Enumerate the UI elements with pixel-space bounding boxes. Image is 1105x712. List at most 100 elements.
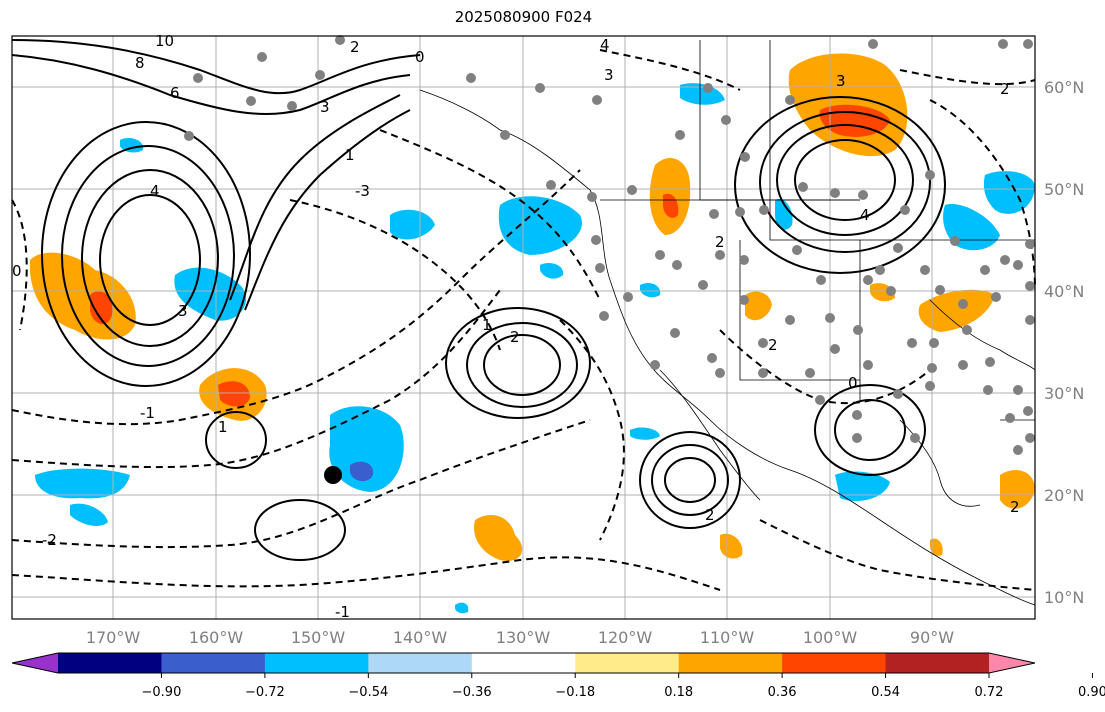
shade-patch (630, 427, 660, 440)
contour-line (759, 111, 931, 253)
contour-label: 0 (12, 262, 22, 280)
colorbar-segment (782, 653, 887, 673)
lon-label-130W: 130°W (496, 628, 551, 647)
colorbar-segment (368, 653, 473, 673)
contour-line (205, 411, 267, 469)
contour-line (759, 519, 1036, 591)
colorbar-extend-low (12, 653, 58, 673)
colorbar-segment (264, 653, 369, 673)
colorbar-tick-label: −0.18 (555, 685, 595, 700)
colorbar-tick-label: −0.54 (348, 685, 388, 700)
shade-patch (70, 503, 108, 526)
colorbar-tick-label: 0.54 (871, 685, 900, 700)
contour-label: 2 (510, 328, 520, 346)
contour-label: 6 (170, 84, 180, 102)
contour-label: 3 (604, 66, 614, 84)
colorbar-tick-label: −0.90 (142, 685, 182, 700)
contour-label: 2 (1000, 80, 1010, 98)
map-title: 2025080900 F024 (454, 8, 593, 26)
shade-patch (680, 83, 725, 105)
contour-label: 3 (178, 302, 188, 320)
contour-line (61, 145, 235, 367)
coastlines (419, 40, 1036, 606)
shade-patch (540, 263, 564, 279)
colorbar-segment (678, 653, 783, 673)
contour-line (11, 169, 581, 426)
lon-label-150W: 150°W (291, 628, 346, 647)
shade-patch (350, 461, 374, 482)
shade-patch (835, 471, 890, 502)
colorbar-segment (471, 653, 576, 673)
lon-label-120W: 120°W (598, 628, 653, 647)
contour-line (639, 431, 741, 529)
contour-line (81, 169, 219, 347)
contour-line (254, 499, 346, 561)
contour-line (664, 457, 716, 503)
shading-layer (29, 53, 1035, 614)
colorbar-tick-label: 0.18 (664, 685, 693, 700)
shade-patch (640, 283, 661, 298)
shade-patch (983, 171, 1035, 214)
contour-label: 4 (860, 206, 870, 224)
shade-patch (174, 267, 246, 321)
contour-line (41, 121, 251, 387)
contour-line (244, 109, 411, 311)
lon-label-170W: 170°W (86, 628, 141, 647)
lon-label-100W: 100°W (803, 628, 858, 647)
contour-label: 2 (1010, 498, 1020, 516)
contour-line (559, 319, 625, 541)
shade-patch (720, 533, 743, 559)
contour-label: 3 (320, 98, 330, 116)
contour-label: 2 (705, 506, 715, 524)
lat-label-50N: 50°N (1044, 180, 1084, 199)
station-dots (184, 35, 1035, 455)
shade-patch (329, 406, 404, 492)
colorbar-tick-label: −0.36 (452, 685, 492, 700)
contour-label: 1 (482, 316, 492, 334)
lon-label-160W: 160°W (189, 628, 244, 647)
contour-line (599, 49, 741, 91)
contour-label: 0 (415, 48, 425, 66)
colorbar-extend-high (989, 653, 1035, 673)
contour-line (99, 194, 201, 326)
colorbar-tick-label: 0.90 (1078, 685, 1105, 700)
contour-line (229, 94, 401, 301)
contour-label: 3 (836, 72, 846, 90)
contour-line (651, 444, 729, 516)
contour-label: 4 (600, 36, 610, 54)
grid (12, 36, 1035, 619)
colorbar-segment (885, 653, 990, 673)
shade-patch (498, 196, 582, 255)
contour-label: 2 (768, 336, 778, 354)
contour-label: 2 (715, 233, 725, 251)
shade-patch (1000, 470, 1035, 509)
contour-line (794, 139, 896, 221)
colorbar-tick-label: 0.72 (975, 685, 1004, 700)
colorbar-segment (58, 653, 162, 673)
shade-patch (775, 199, 793, 230)
contour-labels: 10 8 6 4 3 2 1 0 0 -1 -2 -3 -1 1 2 1 2 3… (12, 32, 1020, 621)
contour-label: 1 (345, 146, 355, 164)
colorbar: −0.90 −0.72 −0.54 −0.36 −0.18 0.18 0.36 0.54 0.7… (11, 652, 1105, 700)
contour-label: -1 (140, 404, 155, 422)
colorbar-segment (575, 653, 680, 673)
contour-label: -1 (335, 603, 350, 621)
contour-label: 10 (155, 32, 174, 50)
contour-label: -3 (355, 182, 370, 200)
contour-line (483, 334, 561, 396)
lon-label-140W: 140°W (393, 628, 448, 647)
contour-layer (11, 39, 1036, 591)
lat-label-20N: 20°N (1044, 486, 1084, 505)
shade-patch (218, 381, 250, 407)
shade-patch (745, 291, 772, 321)
map-border (11, 35, 1036, 620)
lat-label-10N: 10°N (1044, 588, 1084, 607)
contour-line (11, 54, 411, 115)
contour-label: 1 (218, 418, 228, 436)
shade-patch (390, 209, 435, 240)
contour-line (466, 322, 578, 408)
shade-patch (455, 602, 469, 614)
shade-patch (474, 515, 523, 561)
shade-patch (90, 291, 113, 325)
